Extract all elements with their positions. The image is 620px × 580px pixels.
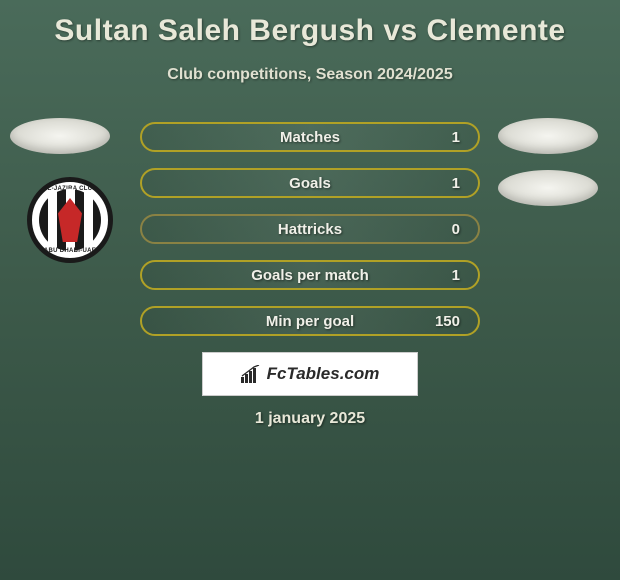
stat-row-gpm: Goals per match 1 [140,260,480,290]
stat-row-hattricks: Hattricks 0 [140,214,480,244]
stat-row-mpg: Min per goal 150 [140,306,480,336]
stat-label: Min per goal [266,313,354,330]
site-badge: FcTables.com [202,352,418,396]
stat-value: 150 [435,313,460,330]
stat-row-matches: Matches 1 [140,122,480,152]
player-photo-right-2 [498,170,598,206]
stat-label: Matches [280,129,340,146]
club-badge-stripes [39,189,101,251]
subtitle: Club competitions, Season 2024/2025 [0,66,620,84]
stat-row-goals: Goals 1 [140,168,480,198]
stats-panel: Matches 1 Goals 1 Hattricks 0 Goals per … [140,122,480,352]
page-title: Sultan Saleh Bergush vs Clemente [0,0,620,48]
stat-value: 1 [452,129,460,146]
date-line: 1 january 2025 [0,410,620,428]
club-badge-bottom-text: ABU DHABI-UAE [32,248,108,254]
bar-chart-icon [241,365,261,383]
club-badge-accent [58,198,82,242]
stat-value: 1 [452,267,460,284]
stat-value: 1 [452,175,460,192]
club-badge: AL-JAZIRA CLUB ABU DHABI-UAE [27,177,113,263]
stat-label: Goals [289,175,331,192]
stat-label: Goals per match [251,267,369,284]
player-photo-left [10,118,110,154]
player-photo-right-1 [498,118,598,154]
stat-value: 0 [452,221,460,238]
stat-label: Hattricks [278,221,342,238]
site-label: FcTables.com [267,364,380,384]
